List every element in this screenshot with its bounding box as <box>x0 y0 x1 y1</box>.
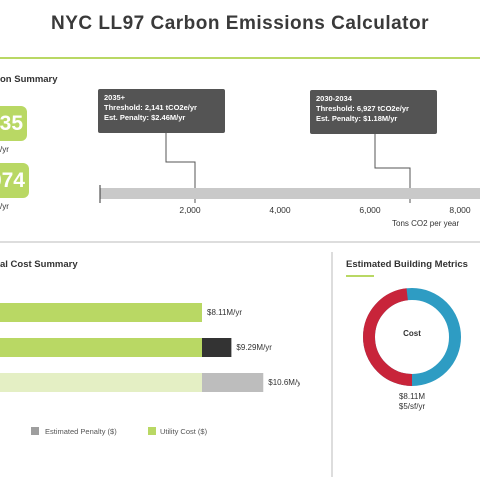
axis-tick-label: 6,000 <box>359 205 381 215</box>
callout-threshold: Threshold: 6,927 tCO2e/yr <box>316 104 409 113</box>
section-divider <box>0 241 480 243</box>
cost-donut-chart <box>363 288 461 386</box>
donut-per-sf-value: $5/sf/yr <box>398 402 426 411</box>
legend-swatch-penalty <box>31 427 39 435</box>
threshold-callout-2035: 2035+ Threshold: 2,141 tCO2e/yr Est. Pen… <box>98 89 225 133</box>
cost-bar-penalty <box>202 373 264 392</box>
legend-swatch-utility <box>148 427 156 435</box>
cost-bar-label: $9.29M/yr <box>236 343 272 352</box>
donut-segment-red <box>363 288 461 386</box>
title-divider <box>0 57 480 59</box>
legend-label-penalty: Estimated Penalty ($) <box>45 427 117 436</box>
emissions-metric-unit-1: /yr <box>0 145 9 154</box>
emissions-metric-box-1: 35 <box>0 106 27 141</box>
emissions-metric-value-2: 074 <box>0 168 25 192</box>
cost-bar-chart: $8.11M/yr $9.29M/yr $10.6M/yr <box>0 303 300 392</box>
building-metrics-underline <box>346 275 374 277</box>
axis-tick-label: 8,000 <box>449 205 471 215</box>
callout-period: 2035+ <box>104 93 126 102</box>
callout-penalty: Est. Penalty: $1.18M/yr <box>316 114 398 123</box>
callout-threshold: Threshold: 2,141 tCO2e/yr <box>104 103 197 112</box>
emissions-metric-box-2: 074 <box>0 163 29 198</box>
emissions-metric-unit-2: /yr <box>0 202 9 211</box>
emissions-axis-bar <box>100 188 480 199</box>
callout-leader-2035 <box>165 133 196 203</box>
donut-center-label: Cost <box>403 329 421 338</box>
cost-bar-utility <box>0 303 202 322</box>
cost-bar-label: $8.11M/yr <box>207 308 242 317</box>
callout-leader-2030 <box>374 134 411 203</box>
threshold-axis-graphic <box>99 133 480 203</box>
building-metrics-heading: Estimated Building Metrics <box>346 259 468 270</box>
cost-bar-utility <box>0 373 202 392</box>
emissions-metric-value-1: 35 <box>0 111 23 135</box>
page-title: NYC LL97 Carbon Emissions Calculator <box>50 13 430 34</box>
cost-summary-heading: al Cost Summary <box>0 259 78 270</box>
axis-label: Tons CO2 per year <box>392 219 460 228</box>
cost-bar-penalty <box>202 338 232 357</box>
callout-penalty: Est. Penalty: $2.46M/yr <box>104 113 186 122</box>
axis-tick-label: 2,000 <box>179 205 201 215</box>
axis-tick-label: 4,000 <box>269 205 291 215</box>
cost-bar-label: $10.6M/yr <box>268 378 300 387</box>
emissions-summary-heading: on Summary <box>0 74 58 85</box>
threshold-callout-2030: 2030-2034 Threshold: 6,927 tCO2e/yr Est.… <box>310 90 437 134</box>
callout-period: 2030-2034 <box>316 94 352 103</box>
cost-bar-utility <box>0 338 202 357</box>
donut-total-value: $8.11M <box>398 392 426 401</box>
legend-label-utility: Utility Cost ($) <box>160 427 208 436</box>
column-divider <box>331 252 333 477</box>
